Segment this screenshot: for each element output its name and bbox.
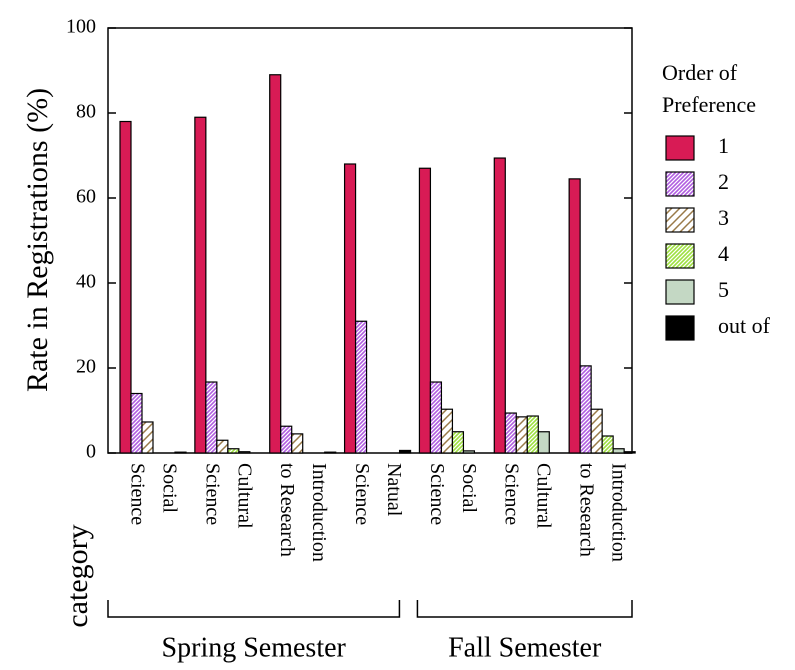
y-tick-label: 60: [76, 186, 96, 208]
bar: [462, 450, 476, 454]
bar: [568, 178, 581, 454]
x-tick-label: Science: [501, 463, 523, 525]
bar: [418, 167, 432, 454]
bar: [141, 421, 154, 454]
group-label: Fall Semester: [448, 632, 602, 663]
group-bracket: [416, 600, 633, 618]
bar: [343, 163, 357, 454]
legend-title: Preference: [662, 92, 756, 117]
bar: [429, 381, 443, 454]
x-tick-label: Social: [158, 463, 180, 513]
bar: [280, 425, 293, 454]
bar: [324, 451, 337, 454]
legend-swatch: [665, 315, 695, 341]
bar: [398, 449, 412, 454]
y-tick-label: 0: [86, 441, 96, 463]
x-tick-label: Social: [458, 463, 480, 513]
x-tick-label: Cultural: [233, 463, 255, 529]
legend-label: 1: [718, 133, 729, 158]
bar: [612, 448, 625, 454]
x-tick-label: Introduction: [308, 463, 330, 562]
bar: [493, 157, 506, 454]
x-tick-label: Science: [426, 463, 448, 525]
plot-frame: [107, 27, 633, 454]
bar: [440, 408, 454, 454]
legend-swatch: [665, 135, 695, 161]
bar: [238, 451, 251, 454]
x-tick-label: Science: [126, 463, 148, 525]
legend-title: Order of: [662, 60, 738, 85]
bar: [579, 365, 592, 454]
bar: [174, 451, 187, 454]
bar: [291, 433, 304, 454]
bar: [269, 74, 282, 454]
legend-label: 5: [718, 277, 729, 302]
x-tick-label: Science: [201, 463, 223, 525]
bar: [130, 392, 143, 454]
bar: [205, 381, 218, 454]
bar: [216, 439, 229, 454]
legend-swatch: [665, 171, 695, 197]
legend-swatch: [665, 279, 695, 305]
bar: [590, 408, 603, 454]
legend-label: 2: [718, 169, 729, 194]
x-tick-label: Natual: [383, 463, 405, 517]
legend-swatch: [665, 243, 695, 269]
y-tick-label: 100: [66, 16, 96, 38]
y-tick-label: 20: [76, 356, 96, 378]
y-axis-label: Rate in Registrations (%): [21, 88, 54, 392]
x-tick-label: to Research: [276, 463, 298, 557]
x-axis-label: category: [61, 524, 94, 627]
bar: [194, 116, 207, 454]
legend-label: 4: [718, 241, 729, 266]
bar: [119, 120, 132, 454]
bar: [504, 412, 517, 454]
x-tick-label: Introduction: [608, 463, 630, 562]
bar: [537, 431, 550, 454]
legend-label: 3: [718, 205, 729, 230]
bar: [451, 431, 465, 454]
bar: [601, 435, 614, 454]
bar: [515, 416, 528, 454]
y-tick-label: 40: [76, 271, 96, 293]
group-label: Spring Semester: [162, 632, 347, 663]
bar: [227, 448, 240, 454]
legend-swatch: [665, 207, 695, 233]
group-bracket: [107, 600, 401, 618]
legend-label: out of: [718, 313, 771, 338]
x-tick-label: to Research: [576, 463, 598, 557]
x-tick-label: Cultural: [533, 463, 555, 529]
bar: [354, 320, 368, 454]
x-tick-label: Science: [351, 463, 373, 525]
y-tick-label: 80: [76, 101, 96, 123]
bar: [623, 451, 636, 454]
bar: [526, 415, 539, 454]
